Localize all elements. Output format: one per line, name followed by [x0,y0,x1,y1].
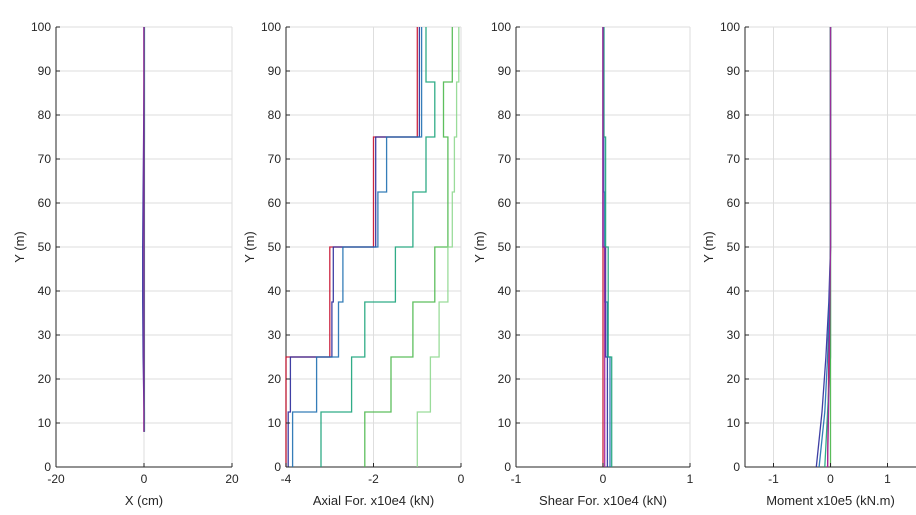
y-tick-label: 30 [727,328,741,342]
y-tick-label: 30 [268,328,282,342]
y-tick-label: 80 [38,108,52,122]
y-tick-label: 40 [727,284,741,298]
y-tick-label: 30 [38,328,52,342]
y-tick-label: 40 [268,284,282,298]
x-tick-label: 0 [141,472,148,486]
y-tick-label: 60 [498,196,512,210]
y-tick-label: 30 [498,328,512,342]
y-tick-label: 10 [268,416,282,430]
y-tick-label: 0 [274,460,281,474]
y-tick-label: 40 [498,284,512,298]
y-tick-label: 90 [498,64,512,78]
series-line-3 [291,27,423,467]
y-tick-label: 20 [38,372,52,386]
y-tick-label: 100 [491,20,511,34]
y-axis-label: Y (m) [472,231,487,263]
y-axis-label: Y (m) [701,231,716,263]
x-tick-label: 1 [687,472,694,486]
x-tick-label: 0 [827,472,834,486]
chart-panel-2: 0 10 20 30 40 50 60 70 80 90 100 -4 -2 0 Axial For. x1… [242,20,465,508]
y-tick-label: 50 [38,240,52,254]
y-tick-label: 50 [268,240,282,254]
x-tick-label: -1 [768,472,779,486]
x-tick-label: -20 [47,472,65,486]
x-axis-label: Axial For. x10e4 (kN) [313,493,434,508]
series-line-6 [416,27,460,467]
x-tick-label: 0 [458,472,465,486]
y-tick-label: 90 [268,64,282,78]
x-axis-label: X (cm) [125,493,163,508]
y-axis-label: Y (m) [12,231,27,263]
series-line-6 [826,27,832,468]
y-tick-label: 0 [504,460,511,474]
x-axis-label: Moment x10e5 (kN.m) [766,493,895,508]
y-tick-label: 90 [727,64,741,78]
series-line-5 [364,27,453,467]
y-tick-label: 20 [268,372,282,386]
series-line-4 [603,27,613,467]
x-tick-label: 1 [884,472,891,486]
y-tick-label: 60 [727,196,741,210]
y-axis-label: Y (m) [242,231,257,263]
series-line-4 [320,27,436,467]
y-tick-label: 20 [727,372,741,386]
y-tick-label: 60 [268,196,282,210]
chart-panel-4: 0 10 20 30 40 50 60 70 80 90 100 -1 0 1 Moment x10e5 (… [701,20,916,508]
y-tick-label: 70 [38,152,52,166]
y-tick-label: 90 [38,64,52,78]
y-tick-label: 60 [38,196,52,210]
x-tick-label: -1 [511,472,522,486]
x-tick-label: -4 [281,472,292,486]
x-axis-label: Shear For. x10e4 (kN) [539,493,667,508]
y-tick-label: 100 [261,20,281,34]
y-tick-label: 50 [727,240,741,254]
y-tick-label: 100 [720,20,740,34]
y-tick-label: 0 [733,460,740,474]
y-tick-label: 80 [498,108,512,122]
y-tick-label: 10 [498,416,512,430]
y-tick-label: 80 [727,108,741,122]
y-tick-label: 70 [498,152,512,166]
y-tick-label: 20 [498,372,512,386]
y-tick-label: 10 [38,416,52,430]
y-tick-label: 0 [44,460,51,474]
y-tick-label: 40 [38,284,52,298]
y-tick-label: 10 [727,416,741,430]
x-tick-label: 0 [600,472,607,486]
y-tick-label: 100 [31,20,51,34]
y-tick-label: 70 [727,152,741,166]
series-line-5 [602,27,606,467]
x-tick-label: -2 [368,472,379,486]
y-tick-label: 80 [268,108,282,122]
y-tick-label: 70 [268,152,282,166]
x-tick-label: 20 [225,472,239,486]
y-tick-label: 50 [498,240,512,254]
